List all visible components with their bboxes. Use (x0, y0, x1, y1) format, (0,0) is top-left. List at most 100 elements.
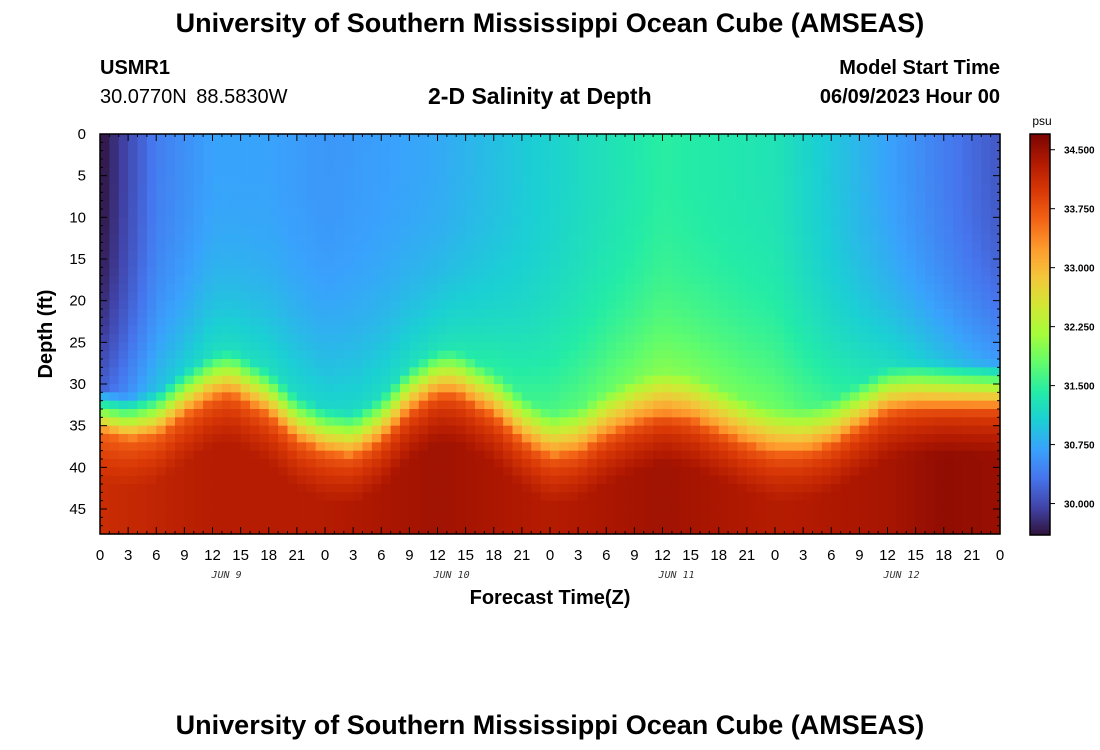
heatmap-cell (953, 250, 964, 260)
heatmap-cell (437, 525, 448, 535)
heatmap-cell (325, 325, 335, 335)
heatmap-cell (812, 359, 823, 368)
heatmap-cell (943, 450, 954, 460)
heatmap-cell (981, 484, 992, 493)
heatmap-cell (990, 509, 1001, 518)
heatmap-cell (325, 200, 335, 210)
heatmap-cell (428, 317, 439, 327)
heatmap-cell (859, 450, 870, 460)
heatmap-cell (306, 509, 317, 518)
heatmap-cell (146, 417, 157, 427)
heatmap-cell (943, 467, 954, 477)
heatmap-cell (503, 309, 514, 318)
heatmap-cell (690, 350, 701, 360)
heatmap-cell (850, 375, 860, 385)
heatmap-cell (325, 317, 335, 327)
heatmap-cell (793, 425, 804, 435)
heatmap-cell (587, 184, 598, 193)
heatmap-cell (990, 367, 1001, 377)
heatmap-cell (634, 384, 645, 393)
heatmap-cell (550, 467, 560, 477)
heatmap-cell (390, 317, 401, 327)
heatmap-cell (718, 284, 729, 293)
heatmap-cell (953, 209, 964, 218)
heatmap-cell (981, 225, 992, 235)
heatmap-cell (737, 425, 748, 435)
heatmap-cell (231, 509, 242, 518)
heatmap-cell (315, 359, 326, 368)
heatmap-cell (887, 134, 898, 143)
heatmap-cell (718, 134, 729, 143)
heatmap-cell (690, 309, 701, 318)
heatmap-cell (859, 425, 870, 435)
heatmap-cell (653, 375, 664, 385)
heatmap-cell (231, 334, 242, 343)
heatmap-cell (662, 250, 673, 260)
heatmap-cell (296, 167, 307, 177)
heatmap-cell (559, 250, 570, 260)
heatmap-cell (690, 459, 701, 468)
heatmap-cell (278, 275, 289, 285)
heatmap-cell (737, 259, 748, 268)
heatmap-cell (568, 159, 579, 168)
heatmap-cell (240, 209, 251, 218)
heatmap-cell (390, 242, 401, 252)
heatmap-cell (287, 400, 298, 410)
heatmap-cell (681, 434, 692, 443)
heatmap-cell (250, 359, 260, 368)
heatmap-cell (803, 450, 814, 460)
heatmap-cell (484, 350, 495, 360)
heatmap-cell (559, 234, 570, 243)
heatmap-cell (212, 384, 223, 393)
heatmap-cell (250, 367, 260, 377)
heatmap-cell (971, 150, 982, 160)
heatmap-cell (840, 167, 851, 177)
heatmap-cell (981, 159, 992, 168)
heatmap-cell (521, 359, 532, 368)
heatmap-cell (203, 134, 214, 143)
heatmap-cell (831, 200, 842, 210)
heatmap-cell (700, 450, 710, 460)
heatmap-cell (268, 367, 279, 377)
heatmap-cell (400, 167, 410, 177)
heatmap-cell (765, 259, 776, 268)
heatmap-cell (193, 184, 204, 193)
heatmap-cell (906, 159, 917, 168)
heatmap-cell (250, 317, 260, 327)
heatmap-cell (915, 175, 926, 185)
heatmap-cell (990, 217, 1001, 227)
heatmap-cell (343, 342, 354, 352)
heatmap-cell (700, 525, 710, 535)
heatmap-cell (540, 417, 551, 427)
heatmap-cell (175, 434, 185, 443)
heatmap-cell (400, 325, 410, 335)
heatmap-cell (296, 450, 307, 460)
heatmap-cell (193, 392, 204, 402)
heatmap-cell (531, 142, 542, 152)
heatmap-cell (250, 309, 260, 318)
heatmap-cell (859, 342, 870, 352)
heatmap-cell (653, 142, 664, 152)
heatmap-cell (943, 525, 954, 535)
heatmap-cell (765, 200, 776, 210)
heatmap-cell (962, 150, 973, 160)
heatmap-cell (859, 367, 870, 377)
heatmap-cell (146, 459, 157, 468)
heatmap-cell (709, 467, 720, 477)
heatmap-cell (925, 500, 935, 510)
heatmap-cell (775, 259, 785, 268)
heatmap-cell (418, 209, 429, 218)
heatmap-cell (700, 284, 710, 293)
heatmap-cell (653, 242, 664, 252)
heatmap-cell (521, 500, 532, 510)
heatmap-cell (484, 367, 495, 377)
heatmap-cell (484, 475, 495, 485)
heatmap-cell (409, 392, 420, 402)
heatmap-cell (146, 300, 157, 310)
heatmap-cell (306, 284, 317, 293)
heatmap-cell (315, 150, 326, 160)
heatmap-cell (390, 300, 401, 310)
heatmap-cell (240, 267, 251, 277)
heatmap-cell (409, 250, 420, 260)
heatmap-cell (878, 234, 889, 243)
